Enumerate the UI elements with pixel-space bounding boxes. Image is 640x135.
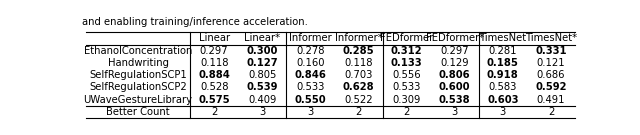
Text: Linear*: Linear*	[244, 33, 280, 43]
Text: 0.297: 0.297	[200, 46, 228, 56]
Text: 3: 3	[307, 107, 314, 117]
Text: 0.600: 0.600	[439, 82, 470, 92]
Text: 0.686: 0.686	[537, 70, 565, 80]
Text: 0.628: 0.628	[342, 82, 374, 92]
Text: 0.409: 0.409	[248, 95, 276, 105]
Text: 0.528: 0.528	[200, 82, 228, 92]
Text: EthanolConcentration: EthanolConcentration	[84, 46, 192, 56]
Text: 0.592: 0.592	[535, 82, 566, 92]
Text: 0.805: 0.805	[248, 70, 276, 80]
Text: 2: 2	[403, 107, 410, 117]
Text: 0.278: 0.278	[296, 46, 324, 56]
Text: 0.884: 0.884	[198, 70, 230, 80]
Text: 0.918: 0.918	[487, 70, 518, 80]
Text: TimesNet: TimesNet	[479, 33, 527, 43]
Text: 0.703: 0.703	[344, 70, 372, 80]
Text: 0.160: 0.160	[296, 58, 324, 68]
Text: 3: 3	[452, 107, 458, 117]
Text: 0.539: 0.539	[246, 82, 278, 92]
Text: 0.129: 0.129	[440, 58, 469, 68]
Text: Linear: Linear	[198, 33, 230, 43]
Text: TimesNet*: TimesNet*	[525, 33, 577, 43]
Text: 0.806: 0.806	[439, 70, 470, 80]
Text: FEDformer: FEDformer	[380, 33, 433, 43]
Text: 0.133: 0.133	[391, 58, 422, 68]
Text: 2: 2	[211, 107, 218, 117]
Text: 0.118: 0.118	[200, 58, 228, 68]
Text: UWaveGestureLibrary: UWaveGestureLibrary	[84, 95, 193, 105]
Text: Informer: Informer	[289, 33, 332, 43]
Text: 0.300: 0.300	[246, 46, 278, 56]
Text: 0.118: 0.118	[344, 58, 372, 68]
Text: 3: 3	[259, 107, 266, 117]
Text: 0.533: 0.533	[296, 82, 324, 92]
Text: 0.297: 0.297	[440, 46, 469, 56]
Text: 0.281: 0.281	[488, 46, 517, 56]
Text: 0.538: 0.538	[439, 95, 470, 105]
Text: 0.583: 0.583	[489, 82, 517, 92]
Text: 0.846: 0.846	[294, 70, 326, 80]
Text: 0.331: 0.331	[535, 46, 567, 56]
Text: 0.285: 0.285	[342, 46, 374, 56]
Text: 0.127: 0.127	[246, 58, 278, 68]
Text: and enabling training/inference acceleration.: and enabling training/inference accelera…	[83, 17, 308, 27]
Text: 3: 3	[500, 107, 506, 117]
Text: SelfRegulationSCP2: SelfRegulationSCP2	[89, 82, 187, 92]
Text: 0.533: 0.533	[392, 82, 421, 92]
Text: 0.603: 0.603	[487, 95, 518, 105]
Text: 0.575: 0.575	[198, 95, 230, 105]
Text: FEDformer*: FEDformer*	[426, 33, 484, 43]
Text: 0.309: 0.309	[392, 95, 421, 105]
Text: 0.121: 0.121	[536, 58, 565, 68]
Text: 0.556: 0.556	[392, 70, 421, 80]
Text: SelfRegulationSCP1: SelfRegulationSCP1	[89, 70, 187, 80]
Text: 0.185: 0.185	[487, 58, 519, 68]
Text: 2: 2	[548, 107, 554, 117]
Text: Better Count: Better Count	[106, 107, 170, 117]
Text: 2: 2	[355, 107, 362, 117]
Text: 0.312: 0.312	[391, 46, 422, 56]
Text: 0.550: 0.550	[294, 95, 326, 105]
Text: 0.491: 0.491	[537, 95, 565, 105]
Text: Informer*: Informer*	[335, 33, 382, 43]
Text: 0.522: 0.522	[344, 95, 373, 105]
Text: Handwriting: Handwriting	[108, 58, 168, 68]
